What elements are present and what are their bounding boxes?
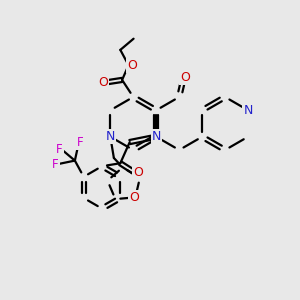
Text: N: N bbox=[106, 130, 115, 143]
Text: F: F bbox=[76, 136, 83, 149]
Text: O: O bbox=[127, 59, 137, 72]
Text: N: N bbox=[152, 130, 161, 143]
Text: O: O bbox=[98, 76, 108, 89]
Text: N: N bbox=[243, 104, 253, 117]
Text: O: O bbox=[133, 166, 143, 179]
Text: O: O bbox=[180, 71, 190, 84]
Text: F: F bbox=[52, 158, 59, 171]
Text: F: F bbox=[56, 143, 63, 156]
Text: O: O bbox=[129, 191, 139, 204]
Text: N: N bbox=[152, 130, 161, 143]
